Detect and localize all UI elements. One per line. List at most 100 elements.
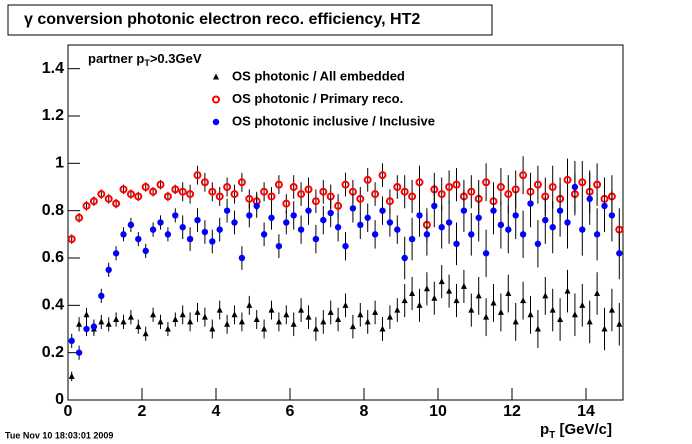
data-point bbox=[394, 226, 401, 233]
data-point bbox=[141, 183, 150, 191]
data-point bbox=[135, 323, 142, 330]
data-point bbox=[431, 202, 438, 210]
y-tick-label: 0.6 bbox=[42, 249, 64, 266]
data-point bbox=[542, 216, 549, 224]
data-point bbox=[289, 183, 298, 191]
y-tick-label: 0.8 bbox=[42, 202, 64, 219]
data-point bbox=[400, 187, 409, 196]
data-point bbox=[453, 240, 460, 247]
data-point bbox=[364, 214, 371, 221]
data-point bbox=[304, 185, 313, 194]
data-point bbox=[224, 320, 231, 327]
data-point bbox=[490, 207, 497, 214]
data-point bbox=[586, 195, 593, 203]
data-point bbox=[104, 194, 113, 203]
data-point bbox=[261, 325, 268, 332]
data-point bbox=[549, 224, 556, 231]
data-point bbox=[342, 242, 349, 250]
data-point bbox=[223, 183, 232, 191]
data-point bbox=[378, 171, 387, 180]
data-point bbox=[179, 311, 186, 318]
data-point bbox=[186, 235, 194, 243]
data-point bbox=[534, 325, 541, 332]
data-point bbox=[431, 294, 438, 301]
legend-marker bbox=[212, 118, 220, 126]
data-point bbox=[341, 180, 350, 189]
data-point bbox=[127, 221, 135, 229]
data-point bbox=[497, 221, 505, 229]
data-point bbox=[312, 235, 320, 243]
data-point bbox=[548, 183, 557, 191]
data-point bbox=[238, 318, 245, 325]
data-point bbox=[438, 278, 445, 285]
data-point bbox=[423, 285, 430, 292]
data-point bbox=[194, 308, 201, 315]
data-point bbox=[327, 308, 334, 315]
data-point bbox=[593, 180, 602, 189]
data-point bbox=[223, 207, 231, 214]
data-point bbox=[112, 250, 120, 257]
data-point bbox=[578, 178, 587, 187]
legend-marker bbox=[212, 95, 220, 104]
data-point bbox=[312, 325, 319, 332]
footer: Tue Nov 10 18:03:01 2009 bbox=[5, 430, 113, 440]
data-point bbox=[445, 219, 453, 226]
data-point bbox=[238, 254, 246, 262]
data-point bbox=[363, 175, 372, 184]
data-point bbox=[601, 202, 608, 210]
data-point bbox=[563, 175, 572, 184]
title-box bbox=[7, 4, 493, 36]
data-point bbox=[231, 219, 238, 226]
data-point bbox=[253, 316, 260, 323]
x-tick-label: 8 bbox=[360, 403, 369, 420]
y-tick-label: 1.2 bbox=[42, 107, 64, 124]
data-point bbox=[616, 250, 623, 257]
data-point bbox=[579, 226, 586, 233]
data-point bbox=[415, 178, 424, 187]
data-point bbox=[83, 311, 90, 318]
data-point bbox=[520, 297, 527, 304]
chart-title: γ conversion photonic electron reco. eff… bbox=[24, 11, 420, 28]
y-tick-label: 0 bbox=[55, 391, 64, 408]
annotation-rest: >0.3GeV bbox=[150, 51, 202, 66]
data-point bbox=[357, 311, 364, 318]
data-point bbox=[371, 190, 380, 199]
data-point bbox=[135, 235, 142, 243]
data-point bbox=[231, 311, 238, 318]
x-tick-label: 4 bbox=[212, 403, 221, 420]
data-point bbox=[142, 330, 149, 337]
data-point bbox=[542, 292, 549, 299]
data-point bbox=[275, 242, 283, 250]
data-point bbox=[408, 235, 416, 243]
x-axis-label: pT [GeV/c] bbox=[540, 421, 612, 441]
y-tick-label: 0.4 bbox=[42, 297, 64, 314]
x-tick-label: 14 bbox=[577, 403, 595, 420]
data-point bbox=[423, 231, 431, 238]
data-point bbox=[112, 199, 121, 208]
legend-marker bbox=[213, 73, 219, 80]
data-point bbox=[608, 306, 615, 313]
data-point bbox=[172, 316, 179, 323]
data-point bbox=[67, 235, 76, 244]
data-point bbox=[230, 190, 239, 199]
data-point bbox=[83, 325, 90, 333]
data-point bbox=[505, 226, 512, 233]
data-point bbox=[68, 337, 75, 345]
data-point bbox=[105, 320, 112, 327]
data-point bbox=[445, 183, 454, 191]
data-point bbox=[253, 202, 260, 210]
data-point bbox=[194, 216, 201, 224]
data-point bbox=[357, 221, 364, 229]
data-point bbox=[215, 192, 224, 201]
x-tick-label: 0 bbox=[64, 403, 73, 420]
data-point bbox=[209, 238, 216, 245]
data-point bbox=[156, 180, 165, 189]
data-point bbox=[164, 231, 172, 238]
data-point bbox=[549, 306, 556, 313]
data-point bbox=[297, 190, 306, 199]
data-point bbox=[274, 180, 283, 189]
data-point bbox=[68, 372, 75, 379]
data-point bbox=[305, 207, 312, 214]
